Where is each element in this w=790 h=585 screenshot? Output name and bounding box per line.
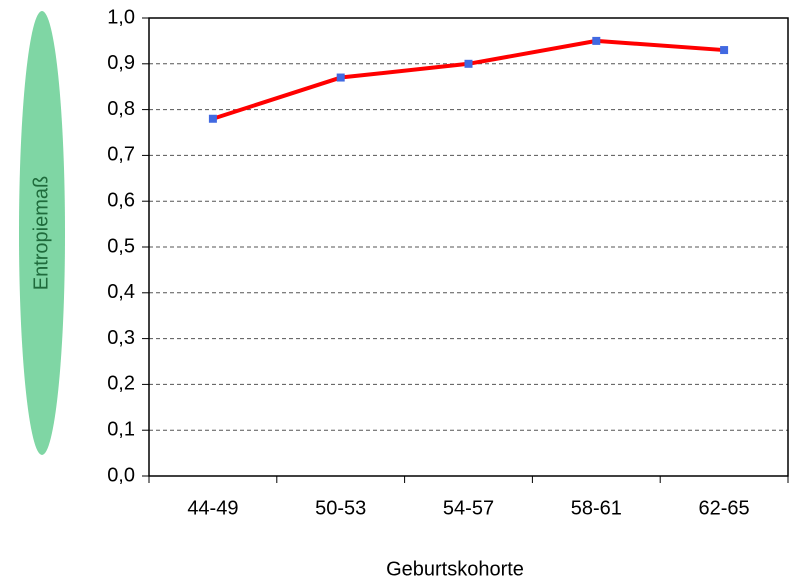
data-point <box>592 36 601 45</box>
data-point <box>720 46 729 55</box>
data-line <box>212 38 725 121</box>
y-axis-label: Entropiemaß <box>30 176 52 291</box>
y-tick-label: 0,8 <box>107 98 135 120</box>
y-label-badge <box>19 11 65 455</box>
x-tick-label: 54-57 <box>443 497 494 519</box>
y-tick-label: 0,9 <box>107 52 135 74</box>
y-tick-label: 1,0 <box>107 6 135 28</box>
y-tick-label: 0,3 <box>107 327 135 349</box>
data-point <box>464 59 473 68</box>
x-tick-label: 62-65 <box>699 497 750 519</box>
data-point <box>336 73 345 82</box>
y-tick-label: 0,1 <box>107 418 135 440</box>
x-axis-label: Geburtskohorte <box>386 558 524 580</box>
y-tick-label: 0,4 <box>107 281 135 303</box>
y-tick-label: 0,2 <box>107 373 135 395</box>
data-point <box>208 114 217 123</box>
y-tick-label: 0,6 <box>107 189 135 211</box>
y-tick-label: 0,5 <box>107 235 135 257</box>
y-tick-label: 0,0 <box>107 464 135 486</box>
x-tick-label: 58-61 <box>571 497 622 519</box>
plot-frame <box>148 17 789 477</box>
y-tick-label: 0,7 <box>107 144 135 166</box>
x-tick-label: 50-53 <box>315 497 366 519</box>
x-tick-label: 44-49 <box>187 497 238 519</box>
